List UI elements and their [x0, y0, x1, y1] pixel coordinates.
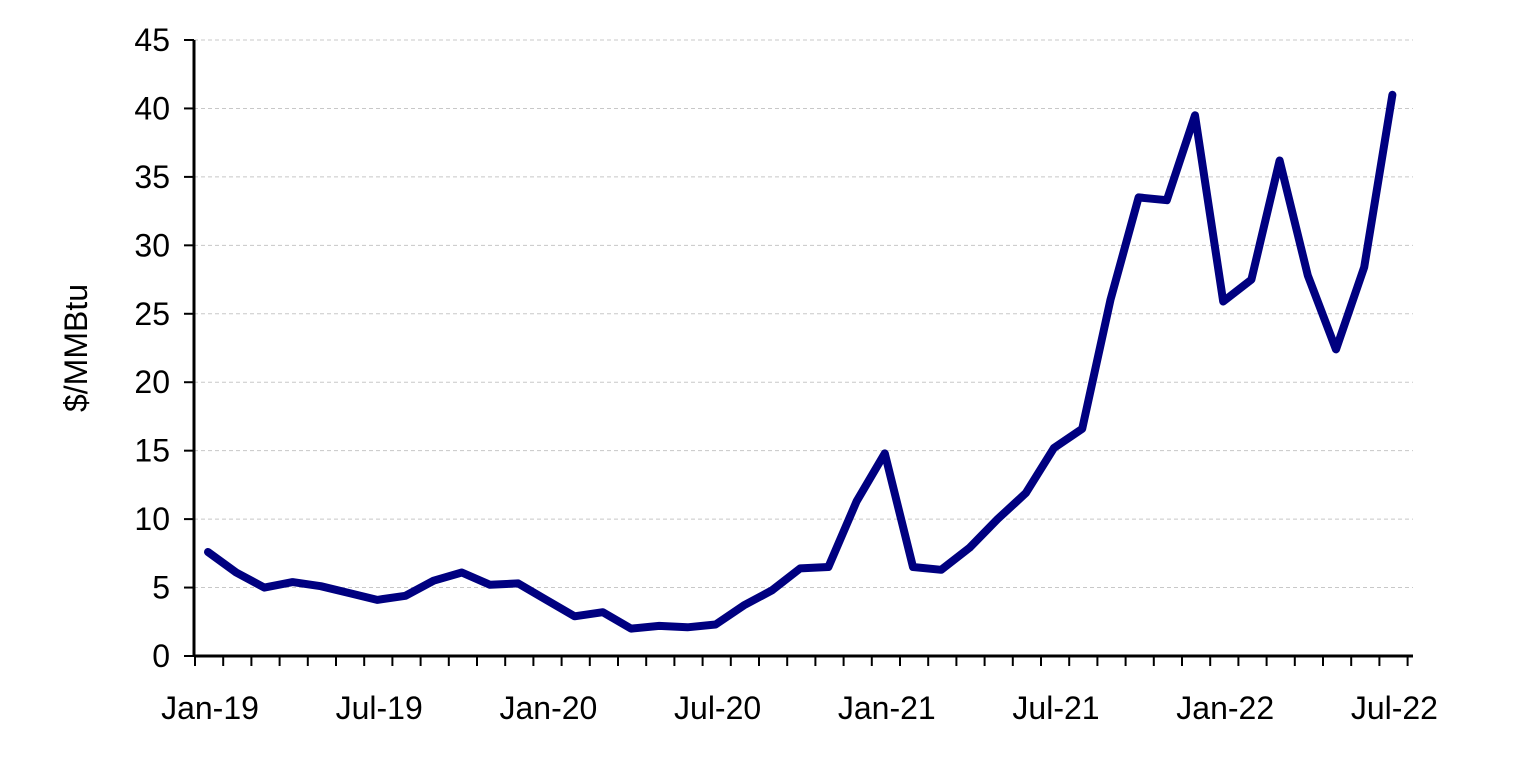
y-axis-title: $/MMBtu: [58, 284, 94, 412]
y-tick-label: 10: [134, 501, 170, 537]
y-tick-label: 40: [134, 90, 170, 126]
x-tick-label: Jan-22: [1176, 690, 1274, 726]
y-ticks: 0 5 10 15 20 25 30 35 40 45: [134, 22, 194, 674]
series-line: [204, 90, 1397, 633]
x-tick-label: Jul-22: [1351, 690, 1438, 726]
y-tick-label: 30: [134, 227, 170, 263]
gridlines: [194, 39, 1413, 589]
x-tick-label: Jul-19: [336, 690, 423, 726]
y-tick-label: 5: [152, 570, 170, 606]
y-tick-label: 45: [134, 22, 170, 58]
x-tick-label: Jan-19: [161, 690, 259, 726]
x-ticks: Jan-19 Jul-19 Jan-20 Jul-20 Jan-21 Jul-21 Jan-…: [161, 656, 1438, 726]
axes: [192, 40, 1413, 658]
x-tick-label: Jan-21: [838, 690, 936, 726]
x-tick-label: Jan-20: [499, 690, 597, 726]
x-tick-label: Jul-21: [1012, 690, 1099, 726]
series-group: [204, 90, 1397, 633]
y-tick-label: 0: [152, 638, 170, 674]
y-tick-label: 25: [134, 296, 170, 332]
y-tick-label: 15: [134, 433, 170, 469]
y-tick-label: 20: [134, 364, 170, 400]
y-tick-label: 35: [134, 159, 170, 195]
x-tick-label: Jul-20: [674, 690, 761, 726]
